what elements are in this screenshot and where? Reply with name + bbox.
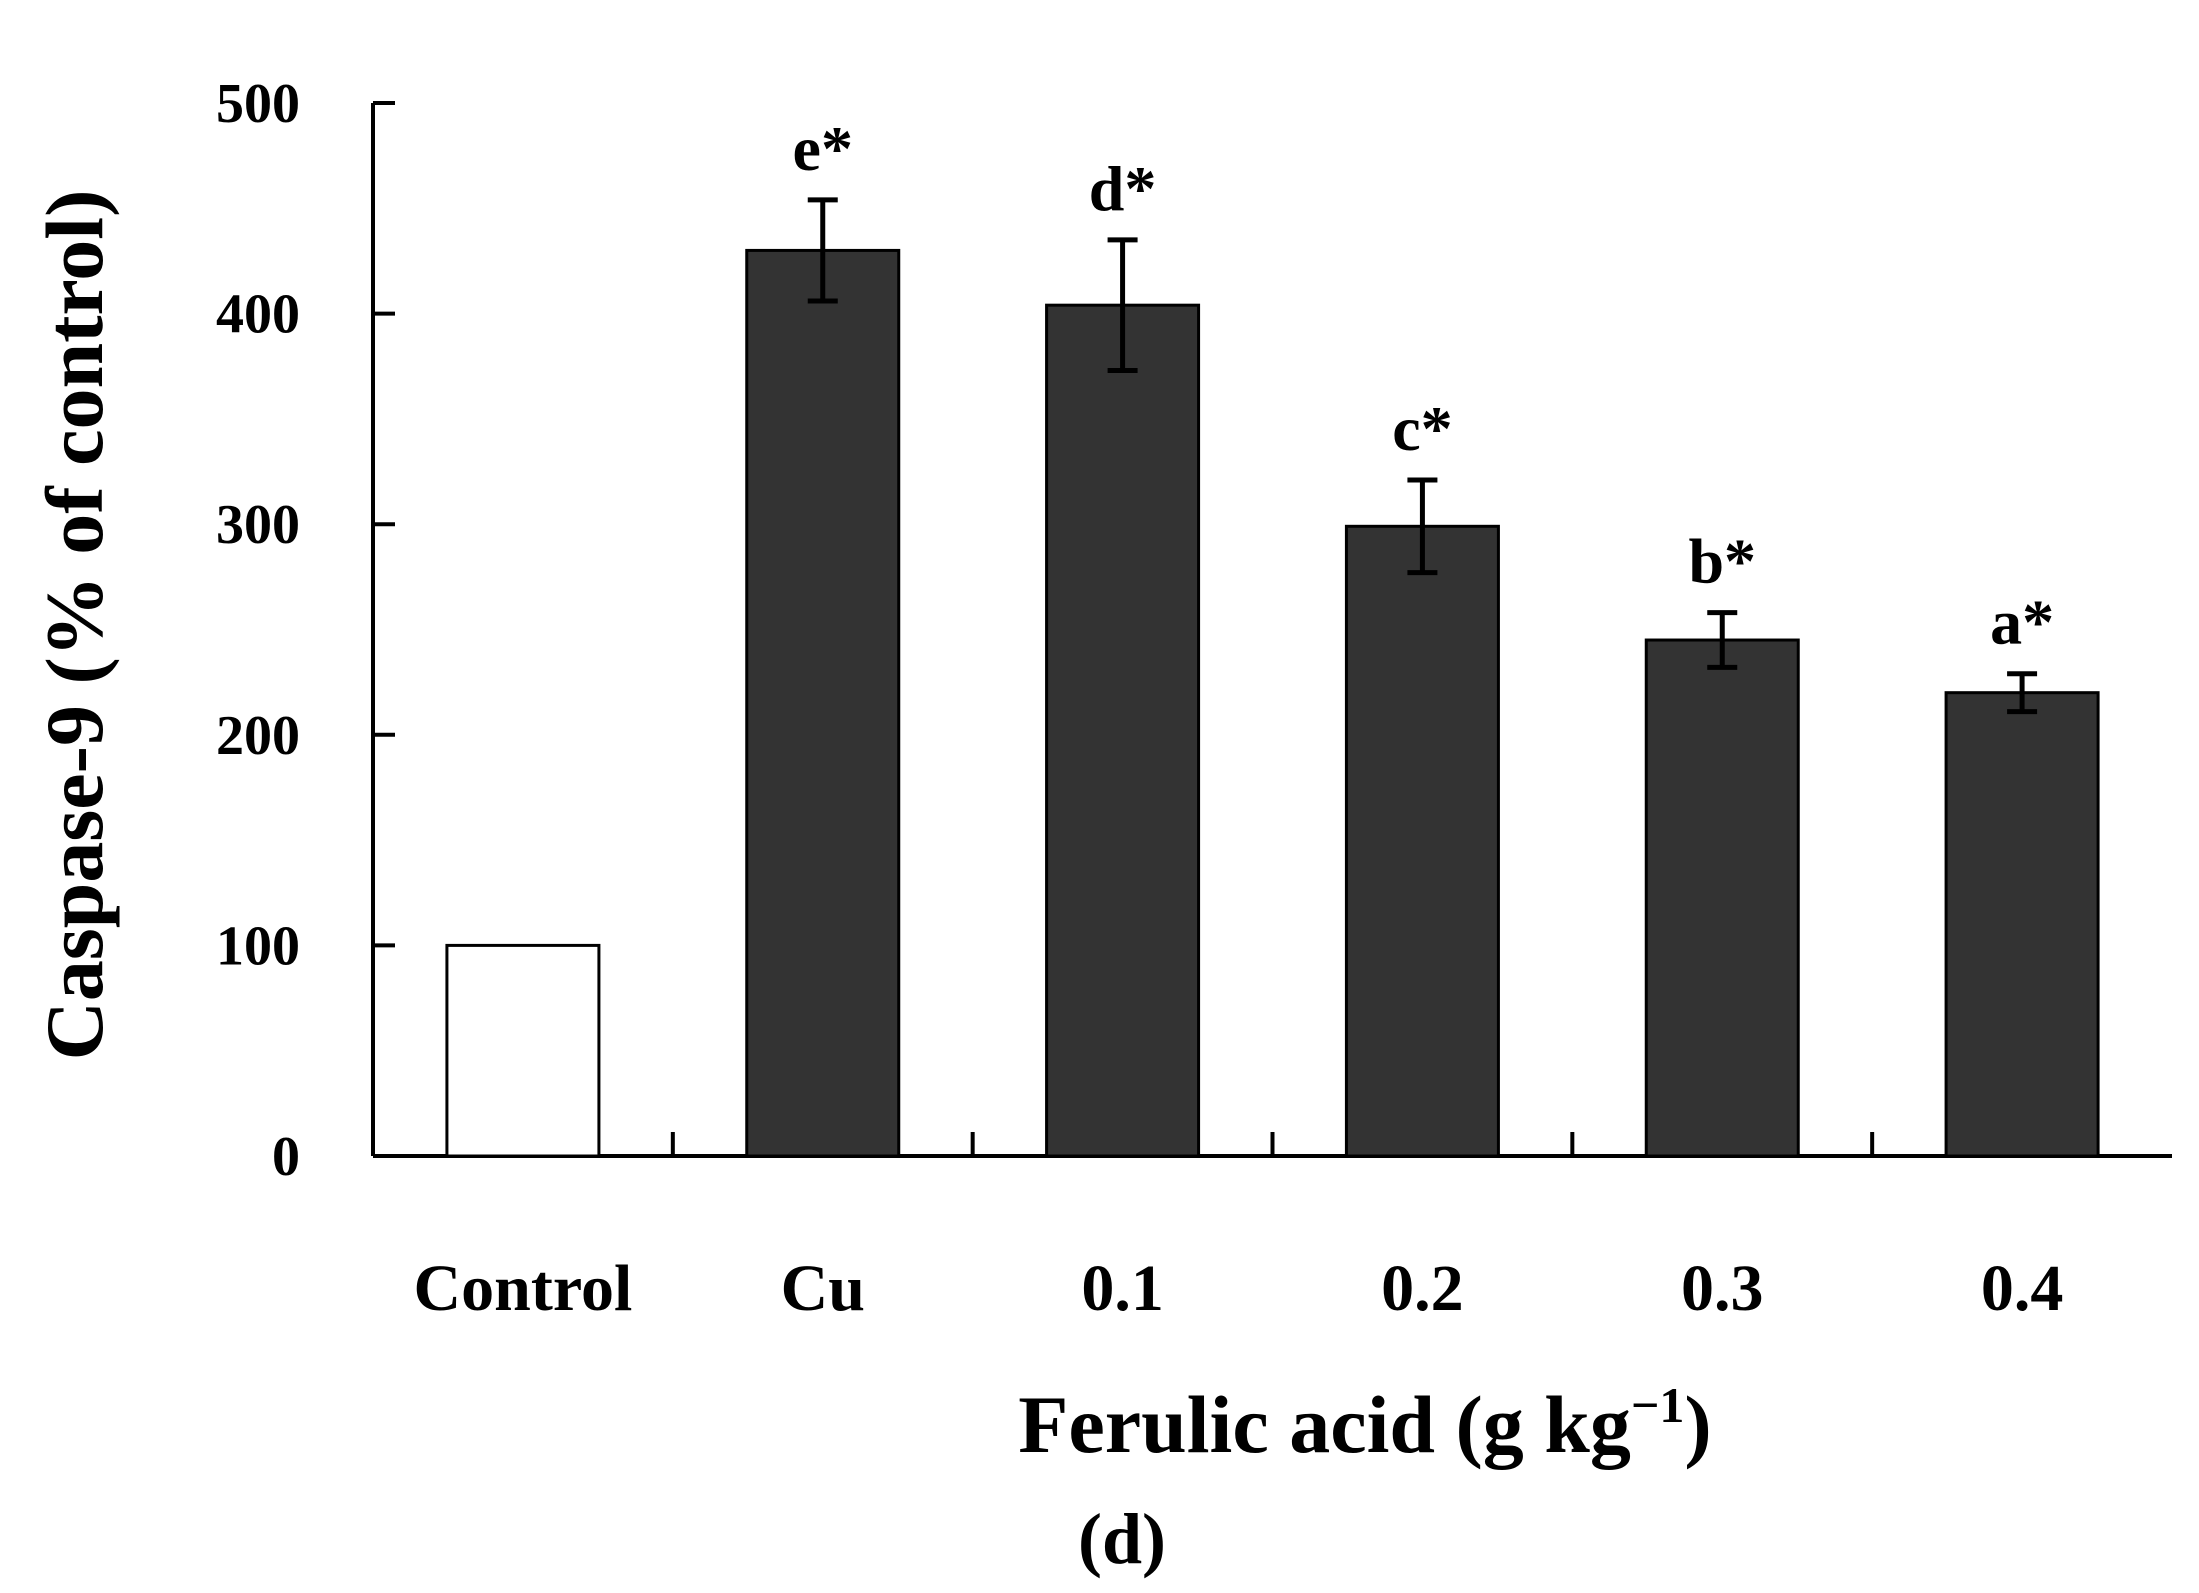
- significance-labels: e* d* c* b* a*: [793, 113, 2055, 658]
- y-tick-label: 300: [216, 494, 300, 556]
- bar-0-1: [1045, 303, 1201, 1158]
- significance-label: b*: [1688, 526, 1756, 597]
- y-axis-title: Caspase-9 (% of control): [29, 190, 120, 1061]
- y-tick-label: 100: [216, 915, 300, 977]
- y-tick-label: 500: [216, 73, 300, 135]
- bar-control: [445, 943, 601, 1158]
- x-axis-title-superscript: −1: [1631, 1377, 1685, 1433]
- error-bars: [807, 197, 2038, 715]
- x-axis-title-close: ): [1684, 1379, 1711, 1470]
- bar-0-4: [1944, 691, 2100, 1158]
- significance-label: a*: [1990, 587, 2054, 658]
- bar-cu: [745, 248, 901, 1158]
- bar-0-3: [1644, 638, 1800, 1158]
- x-category-label: Control: [414, 1252, 633, 1325]
- bars: [445, 248, 2100, 1158]
- y-tick-label: 400: [216, 284, 300, 346]
- x-axis-title-main: Ferulic acid (g kg: [1018, 1379, 1631, 1470]
- y-tick-label: 0: [272, 1126, 300, 1188]
- significance-label: d*: [1089, 153, 1157, 224]
- bar-0-2: [1344, 524, 1500, 1158]
- x-category-label: 0.1: [1081, 1252, 1164, 1325]
- panel-label: (d): [1078, 1499, 1166, 1579]
- axes: [371, 101, 2172, 1158]
- x-category-labels: Control Cu 0.1 0.2 0.3 0.4: [414, 1252, 2064, 1325]
- significance-label: c*: [1392, 393, 1452, 464]
- x-category-label: 0.2: [1381, 1252, 1464, 1325]
- x-category-label: 0.4: [1981, 1252, 2064, 1325]
- x-category-label: Cu: [781, 1252, 865, 1325]
- x-category-label: 0.3: [1681, 1252, 1764, 1325]
- significance-label: e*: [793, 113, 853, 184]
- y-tick-label: 200: [216, 705, 300, 767]
- x-axis-title: Ferulic acid (g kg−1): [1018, 1377, 1711, 1470]
- y-tick-labels: 0 100 200 300 400 500: [216, 73, 300, 1188]
